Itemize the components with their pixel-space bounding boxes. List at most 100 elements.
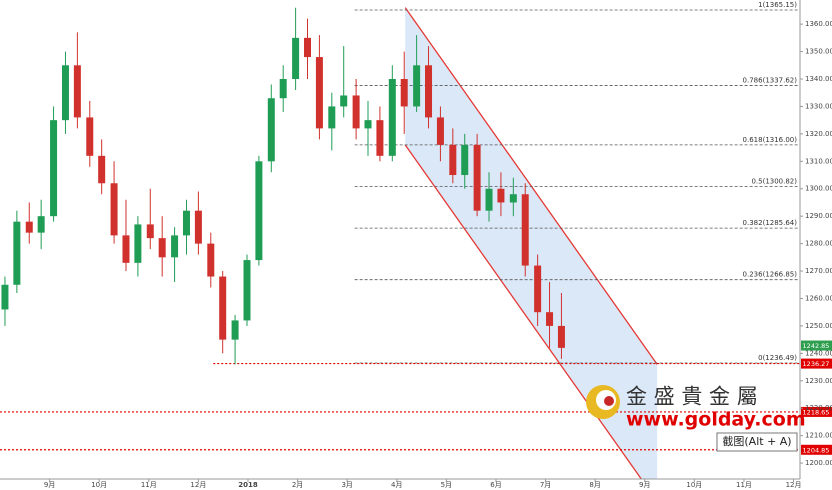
candle-body (146, 224, 154, 239)
candle-body (461, 144, 469, 176)
candle-body (267, 98, 275, 162)
price-box (801, 358, 832, 369)
price-label: 1218.65 (803, 408, 830, 416)
candle-body (509, 194, 517, 203)
y-tick-label: 1250.00 (805, 322, 832, 330)
candle-body (485, 188, 493, 211)
candle-body (557, 325, 565, 348)
fib-label: 0.236(1266.85) (743, 271, 798, 279)
y-tick-label: 1240.00 (805, 349, 832, 357)
candle-body (98, 155, 106, 184)
candle-body (364, 120, 372, 129)
candle-body (497, 188, 505, 203)
price-label: 1204.85 (803, 446, 830, 454)
candle-body (73, 65, 81, 118)
y-tick-label: 1260.00 (805, 294, 832, 302)
last-price-box (801, 340, 832, 351)
y-tick-label: 1300.00 (805, 185, 832, 193)
x-tick-label: 11月 (141, 481, 157, 489)
y-tick-label: 1340.00 (805, 75, 832, 83)
candle-body (158, 238, 166, 258)
tooltip-box (716, 432, 798, 452)
tooltip: 截图(Alt + A) (716, 432, 798, 452)
x-tick-label: 12月 (190, 481, 206, 489)
candle-body (425, 65, 433, 118)
x-tick-label: 6月 (490, 481, 501, 489)
fib-label: 1(1365.15) (758, 1, 797, 9)
y-tick-label: 1200.00 (805, 459, 832, 467)
channel-lower (404, 144, 643, 479)
y-tick-label: 1230.00 (805, 377, 832, 385)
candle-body (376, 120, 384, 156)
candle-body (534, 265, 542, 313)
candle-body (86, 117, 94, 156)
candle-body (134, 224, 142, 263)
price-label: 1236.27 (803, 360, 830, 368)
y-tick-label: 1290.00 (805, 212, 832, 220)
candle-body (255, 161, 263, 261)
logo (604, 396, 614, 406)
candle-body (352, 95, 360, 129)
candle-body (110, 183, 118, 236)
candle-body (304, 37, 312, 58)
candle-body (340, 95, 348, 107)
plot-area (0, 7, 800, 479)
x-tick-label: 10月 (91, 481, 107, 489)
x-tick-label: 8月 (589, 481, 600, 489)
fib-label: 0.618(1316.00) (743, 136, 798, 144)
candle-body (315, 57, 323, 129)
y-tick-label: 1210.00 (805, 432, 832, 440)
y-tick-label: 1280.00 (805, 240, 832, 248)
candle-body (231, 320, 239, 340)
brand-url: www.golday.com (626, 409, 806, 431)
candle-body (436, 117, 444, 145)
candle-body (279, 79, 287, 99)
candle-body (182, 210, 190, 236)
fib-label: 0.5(1300.82) (751, 177, 797, 185)
x-tick-label: 10月 (686, 481, 702, 489)
candle-body (25, 221, 33, 233)
candle-body (194, 210, 202, 244)
candle-body (449, 144, 457, 176)
x-tick-label: 9月 (639, 481, 650, 489)
candle-body (400, 79, 408, 107)
y-tick-label: 1220.00 (805, 404, 832, 412)
y-tick-label: 1310.00 (805, 157, 832, 165)
x-tick-label: 3月 (341, 481, 352, 489)
candle-body (171, 235, 179, 258)
watermark: 金 盛 貴 金 屬 www.golday.com (586, 385, 806, 431)
candle-body (219, 276, 227, 340)
y-tick-label: 1350.00 (805, 48, 832, 56)
candle-body (243, 260, 251, 321)
candle-body (413, 65, 421, 107)
candle-body (37, 216, 45, 233)
x-tick-label: 12月 (786, 481, 802, 489)
x-tick-label: 4月 (391, 481, 402, 489)
brand-name: 金 盛 貴 金 屬 (626, 385, 758, 409)
y-tick-label: 1360.00 (805, 20, 832, 28)
x-tick-label: 5月 (441, 481, 452, 489)
candle-body (122, 235, 130, 263)
price-box (801, 406, 832, 417)
fib-label: 0.382(1285.64) (743, 219, 798, 227)
candle-body (473, 144, 481, 211)
candle-body (61, 65, 69, 121)
x-tick-label: 2018 (238, 481, 258, 489)
price-box (801, 444, 832, 455)
channel-fill (405, 7, 658, 479)
candle-body (292, 37, 300, 80)
x-tick-label: 9月 (44, 481, 55, 489)
candle-body (13, 221, 21, 285)
x-tick-label: 11月 (736, 481, 752, 489)
candle-body (388, 79, 396, 156)
x-tick-label: 7月 (540, 481, 551, 489)
candle-body (546, 312, 554, 326)
y-tick-label: 1330.00 (805, 102, 832, 110)
tooltip-text: 截图(Alt + A) (722, 434, 791, 448)
y-tick-label: 1320.00 (805, 130, 832, 138)
candle-body (1, 284, 9, 310)
y-tick-label: 1270.00 (805, 267, 832, 275)
candle-body (50, 120, 58, 217)
fib-label: 0.786(1337.62) (743, 77, 798, 85)
